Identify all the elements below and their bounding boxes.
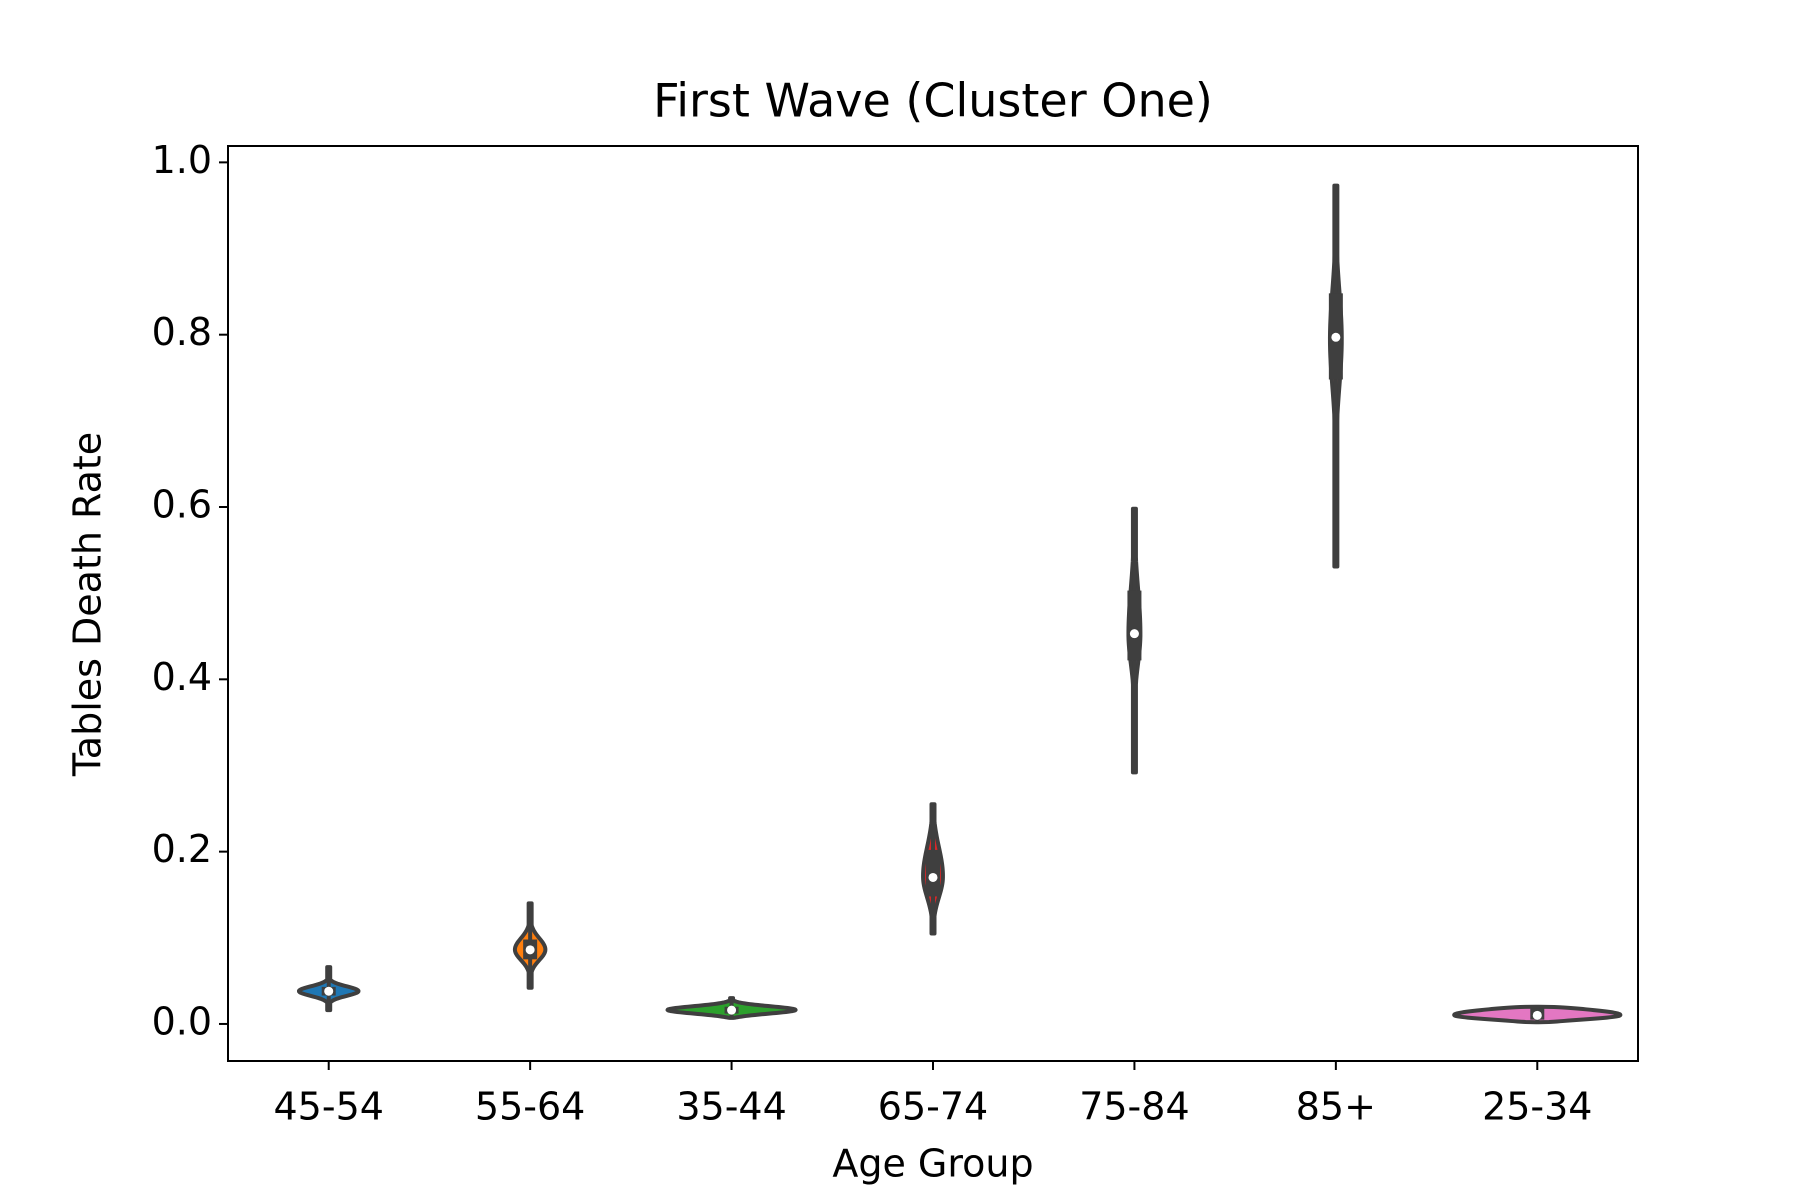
x-tick-label: 75-84 <box>1079 1085 1189 1129</box>
y-tick-label: 0.8 <box>152 310 212 354</box>
chart-title: First Wave (Cluster One) <box>653 74 1213 128</box>
median <box>525 945 535 955</box>
x-tick-label: 35-44 <box>676 1085 786 1129</box>
y-tick-label: 0.0 <box>152 999 212 1043</box>
median <box>1331 332 1341 342</box>
y-axis-label: Tables Death Rate <box>66 432 110 777</box>
y-tick-label: 0.2 <box>152 827 212 871</box>
x-axis-label: Age Group <box>832 1142 1033 1186</box>
median <box>928 872 938 882</box>
plot-frame <box>227 145 1639 1062</box>
median <box>727 1005 737 1015</box>
x-tick-label: 45-54 <box>274 1085 384 1129</box>
median <box>1129 629 1139 639</box>
y-tick-label: 1.0 <box>152 138 212 182</box>
x-tick-label: 65-74 <box>878 1085 988 1129</box>
y-tick-label: 0.4 <box>152 655 212 699</box>
median <box>1532 1010 1542 1020</box>
x-tick-label: 85+ <box>1296 1085 1376 1129</box>
median <box>324 986 334 996</box>
y-tick-label: 0.6 <box>152 483 212 527</box>
box <box>1127 590 1142 661</box>
x-tick-label: 55-64 <box>475 1085 585 1129</box>
x-tick-label: 25-34 <box>1482 1085 1592 1129</box>
